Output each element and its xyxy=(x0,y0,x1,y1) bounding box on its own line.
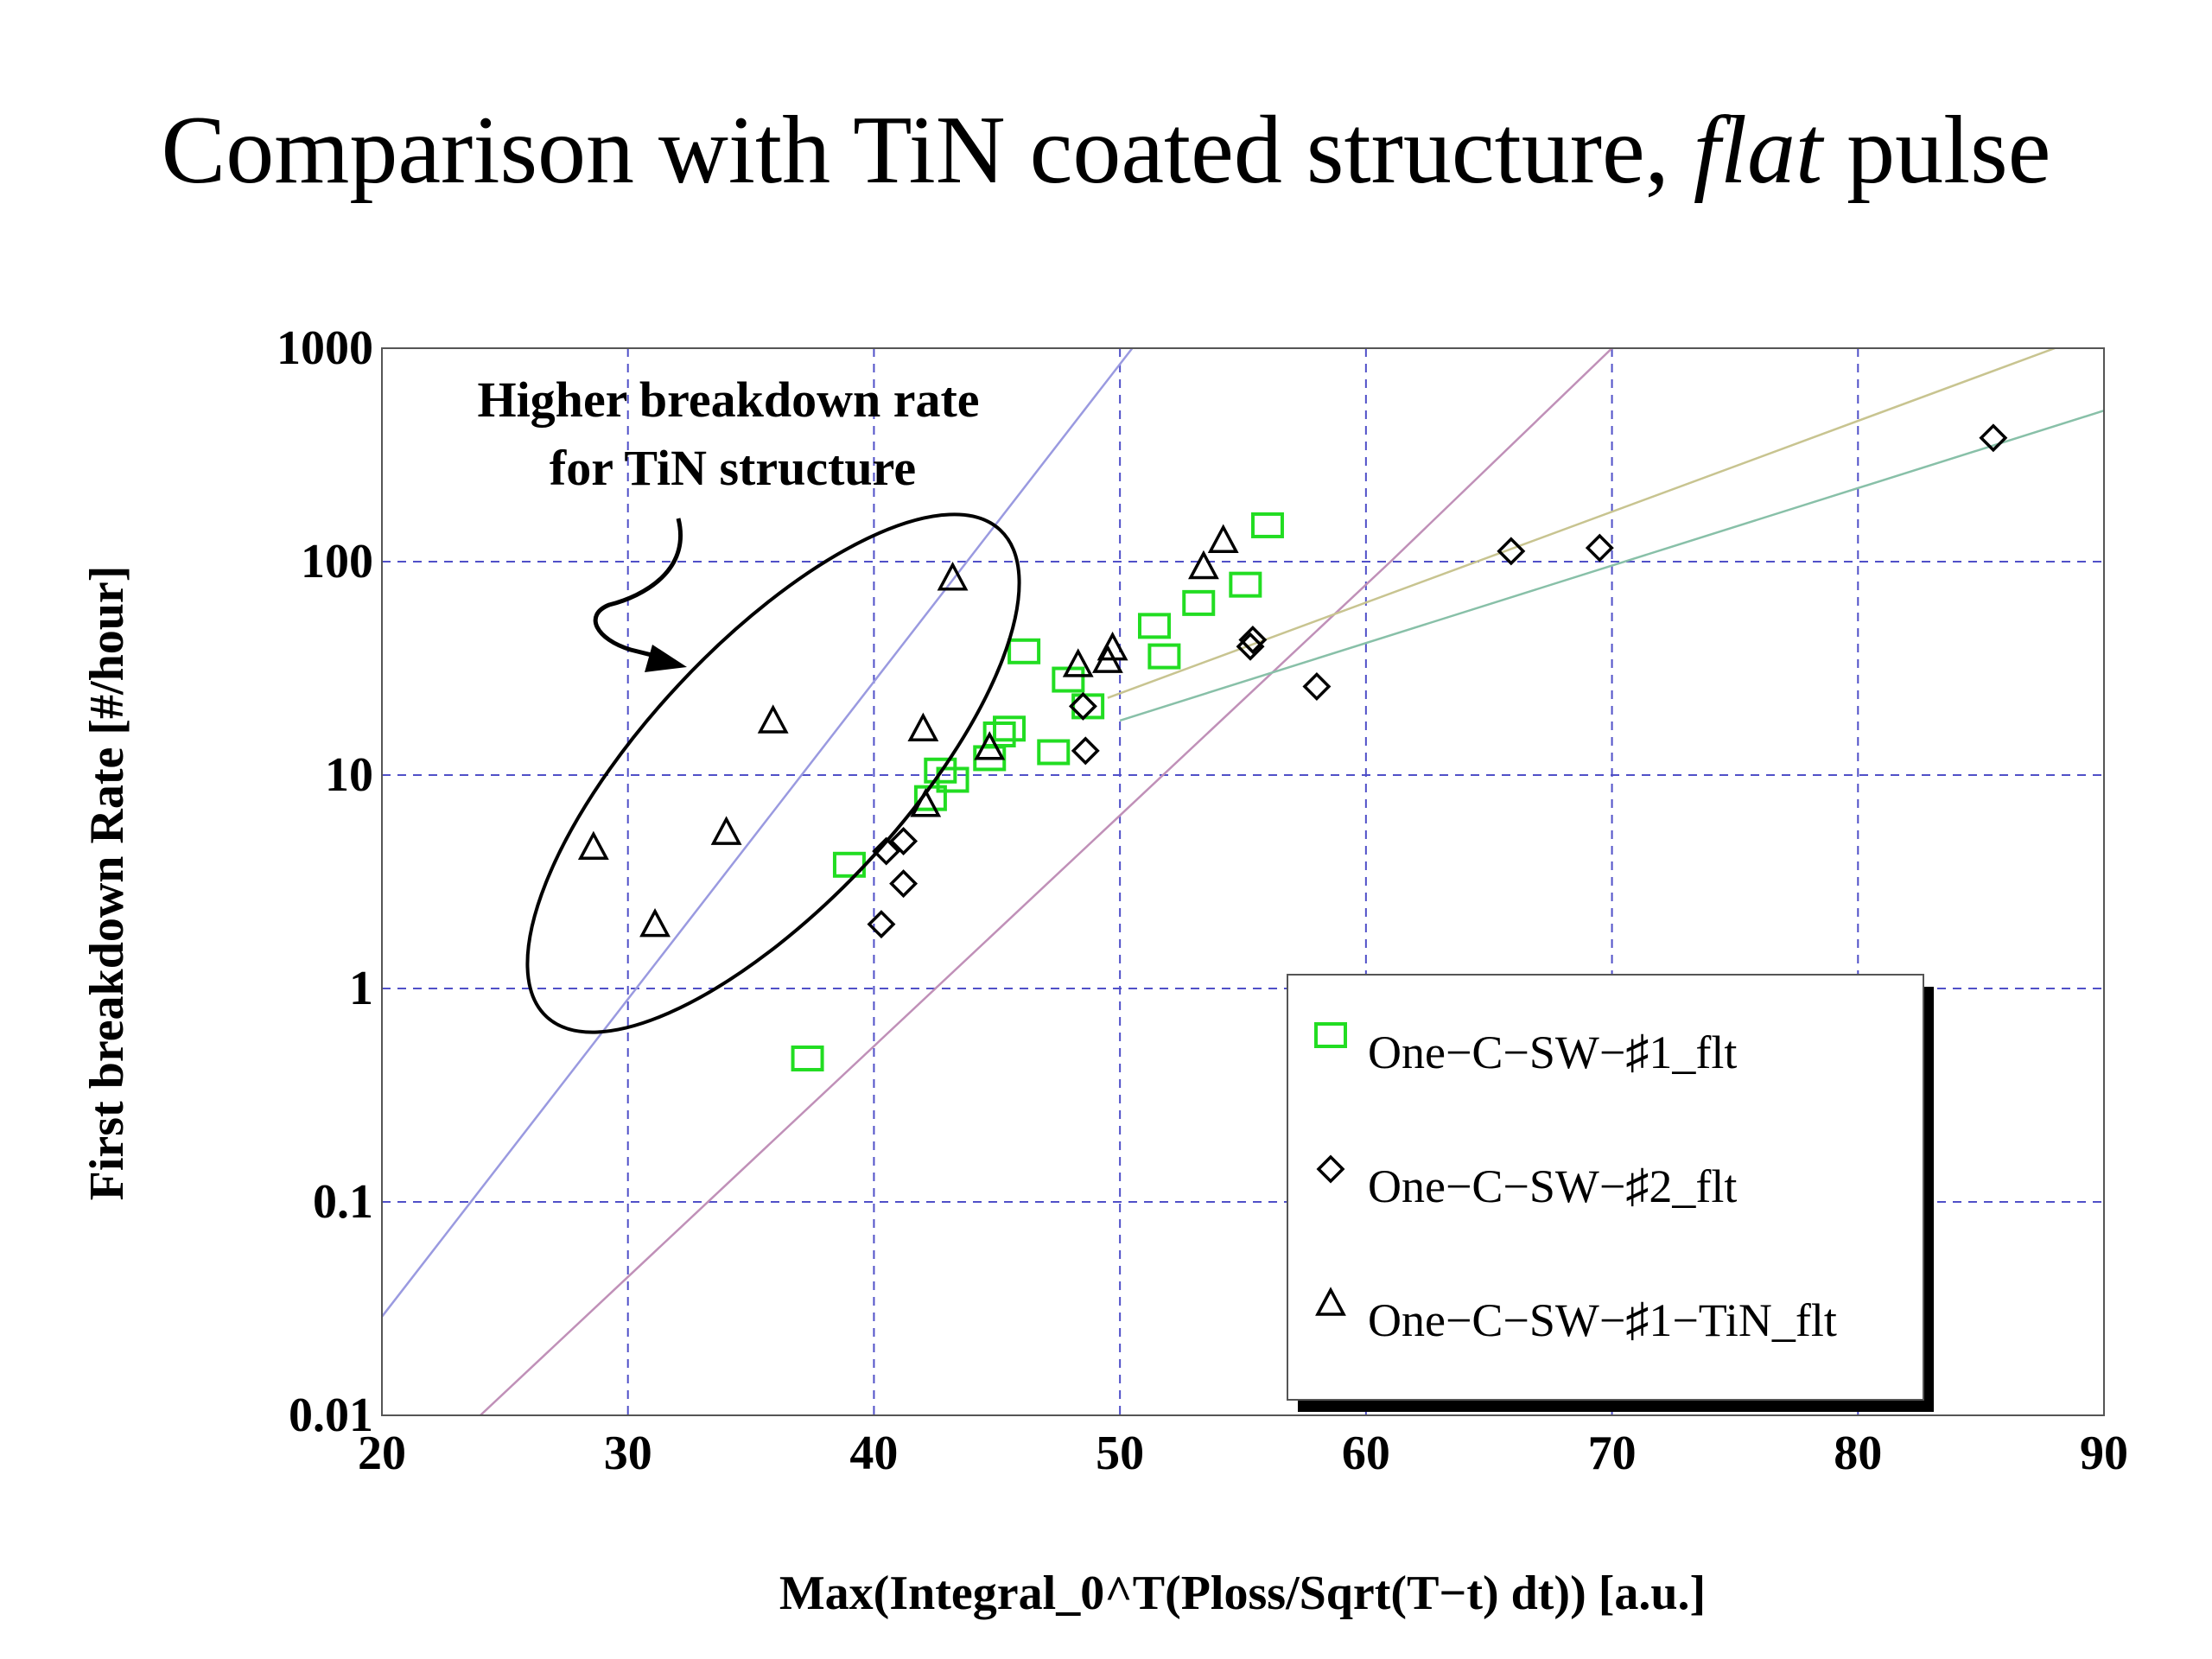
data-point-diamond xyxy=(889,827,918,855)
data-point-square xyxy=(1138,613,1172,639)
data-point-square xyxy=(1037,739,1071,766)
data-point-square xyxy=(993,715,1027,742)
data-point-square xyxy=(1182,589,1216,616)
data-point-triangle xyxy=(710,816,742,845)
x-tick-label: 50 xyxy=(1096,1427,1144,1480)
x-tick-label: 60 xyxy=(1342,1427,1390,1480)
plot-frame xyxy=(381,347,2105,1416)
data-point-diamond xyxy=(1585,533,1614,563)
arrow-head-icon xyxy=(645,645,687,672)
data-point-square xyxy=(982,721,1016,747)
legend-label: One−C−SW−♯1−TiN_flt xyxy=(1368,1294,1837,1346)
data-point-triangle xyxy=(1207,524,1239,553)
data-point-diamond xyxy=(1979,423,2008,453)
highlight-ellipse xyxy=(525,512,1021,1034)
tick-labels: 20 30 40 50 60 70 80 90 0.01 0.1 1 10 100 1000 xyxy=(276,321,2128,1480)
data-point-square xyxy=(791,1045,824,1071)
y-tick-label: 100 xyxy=(301,535,373,588)
data-point-triangle xyxy=(974,731,1006,760)
annotation-arrow xyxy=(593,518,683,661)
data-point-triangle xyxy=(937,561,969,591)
y-tick-label: 0.01 xyxy=(289,1389,373,1442)
data-point-triangle xyxy=(577,830,609,861)
y-axis-label: First breakdown Rate [#/hour] xyxy=(80,566,134,1201)
x-tick-label: 40 xyxy=(849,1427,898,1480)
slide-title: Comparison with TiN coated structure, fl… xyxy=(0,102,2212,199)
x-axis-label: Max(Integral_0^T(Ploss/Sqrt(T−t) dt)) [a… xyxy=(779,1567,1706,1620)
data-point-diamond xyxy=(1238,626,1268,655)
data-point-square xyxy=(1071,693,1105,720)
data-point-diamond xyxy=(1071,736,1100,766)
y-tick-label: 1000 xyxy=(276,321,373,375)
fit-line xyxy=(480,348,1613,1415)
x-tick-label: 20 xyxy=(358,1427,406,1480)
fit-line xyxy=(1119,410,2104,722)
title-tail: pulse xyxy=(1822,97,2051,204)
data-point-triangle xyxy=(1188,550,1219,580)
fit-line xyxy=(382,348,1134,1318)
data-point-triangle xyxy=(757,704,789,734)
y-tick-label: 1 xyxy=(349,962,373,1015)
legend-box xyxy=(1287,974,1924,1401)
data-point-triangle xyxy=(1096,631,1128,661)
legend-marker-square-icon xyxy=(1314,1022,1347,1048)
data-points xyxy=(577,423,2008,1071)
data-point-diamond xyxy=(889,869,918,899)
data-point-diamond xyxy=(1497,537,1526,566)
y-tick-label: 0.1 xyxy=(313,1175,373,1229)
x-tick-label: 70 xyxy=(1588,1427,1637,1480)
data-point-square xyxy=(1250,512,1284,538)
data-point-triangle xyxy=(639,907,671,938)
data-point-square xyxy=(1229,571,1262,598)
annotation: Higher breakdown rate for TiN structure xyxy=(477,372,1021,1034)
data-point-diamond xyxy=(872,836,901,866)
data-point-diamond xyxy=(1302,672,1332,701)
x-tick-label: 30 xyxy=(604,1427,652,1480)
data-point-triangle xyxy=(1062,648,1094,677)
title-main: Comparison with TiN coated structure, xyxy=(161,97,1694,204)
legend-label: One−C−SW−♯1_flt xyxy=(1368,1027,1737,1078)
data-point-square xyxy=(936,766,969,793)
fit-line xyxy=(1107,348,2056,699)
annotation-line-1: Higher breakdown rate xyxy=(477,372,979,428)
legend-label: One−C−SW−♯2_flt xyxy=(1368,1160,1737,1212)
legend-marker-triangle-icon xyxy=(1315,1287,1346,1316)
x-tick-label: 90 xyxy=(2080,1427,2128,1480)
data-point-diamond xyxy=(1068,691,1097,721)
data-point-diamond xyxy=(867,910,896,939)
data-point-square xyxy=(924,757,957,784)
legend-marker-diamond-icon xyxy=(1316,1154,1345,1184)
y-tick-label: 10 xyxy=(325,748,373,802)
data-point-square xyxy=(1007,638,1041,664)
x-tick-label: 80 xyxy=(1834,1427,1882,1480)
legend: One−C−SW−♯1_flt One−C−SW−♯2_flt One−C−SW−♯… xyxy=(1287,974,1934,1412)
data-point-triangle xyxy=(907,712,939,742)
annotation-line-2: for TiN structure xyxy=(550,440,916,496)
title-italic: flat xyxy=(1693,97,1823,204)
data-point-square xyxy=(1147,643,1181,670)
